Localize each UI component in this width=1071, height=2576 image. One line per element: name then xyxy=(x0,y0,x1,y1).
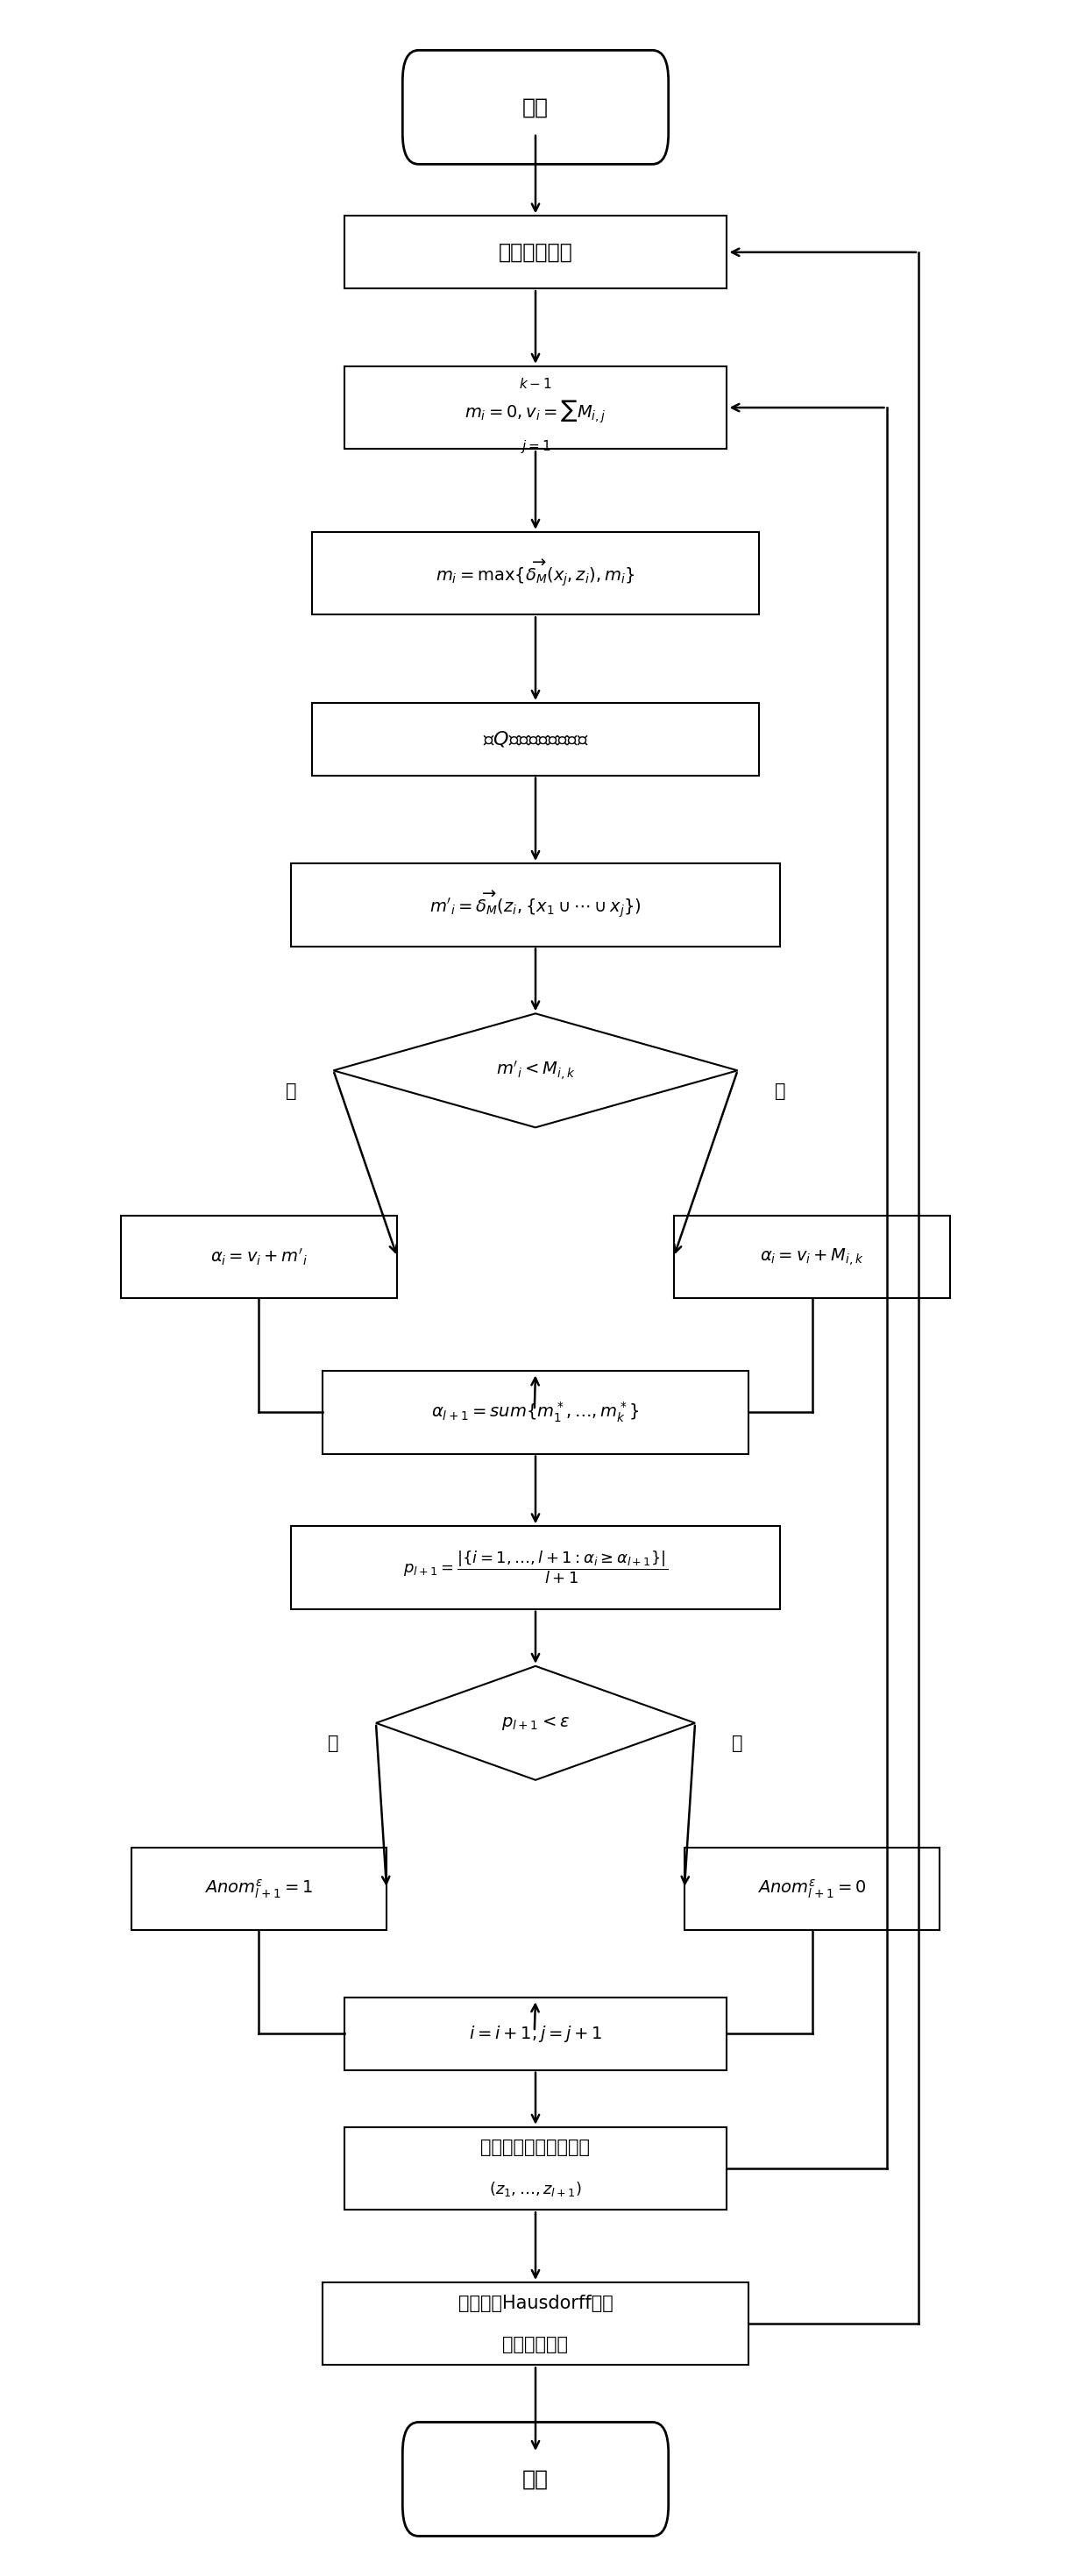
Text: $p_{l+1}=\dfrac{|\{i=1,\ldots,l+1:\alpha_i\geq\alpha_{l+1}\}|}{l+1}$: $p_{l+1}=\dfrac{|\{i=1,\ldots,l+1:\alpha… xyxy=(403,1548,668,1587)
FancyBboxPatch shape xyxy=(684,1847,939,1929)
Text: 否: 否 xyxy=(774,1082,786,1100)
Text: 矩阵进行更新: 矩阵进行更新 xyxy=(502,2336,569,2354)
Text: 将训练样本序列更新为: 将训练样本序列更新为 xyxy=(481,2138,590,2156)
Text: 对多因素Hausdorff距离: 对多因素Hausdorff距离 xyxy=(458,2295,613,2311)
FancyBboxPatch shape xyxy=(132,1847,387,1929)
FancyBboxPatch shape xyxy=(322,1370,749,1453)
Text: $i=i+1,j=j+1$: $i=i+1,j=j+1$ xyxy=(469,2025,602,2043)
FancyBboxPatch shape xyxy=(674,1216,950,1298)
Polygon shape xyxy=(376,1667,695,1780)
Text: $m'_i < M_{i,k}$: $m'_i < M_{i,k}$ xyxy=(496,1059,575,1082)
FancyBboxPatch shape xyxy=(344,216,727,289)
Text: $(z_1,\ldots,z_{l+1})$: $(z_1,\ldots,z_{l+1})$ xyxy=(489,2179,582,2197)
FancyBboxPatch shape xyxy=(344,2128,727,2210)
Text: $Anom^\varepsilon_{l+1}=0$: $Anom^\varepsilon_{l+1}=0$ xyxy=(757,1878,866,1901)
Text: $m_i=\max\{\overrightarrow{\delta_M}(x_j,z_i),m_i\}$: $m_i=\max\{\overrightarrow{\delta_M}(x_j… xyxy=(436,559,635,590)
Text: $j=1$: $j=1$ xyxy=(521,438,550,456)
FancyBboxPatch shape xyxy=(322,2282,749,2365)
FancyBboxPatch shape xyxy=(344,1996,727,2071)
Text: $m'_i=\overrightarrow{\delta_M}(z_i,\{x_1\cup\cdots\cup x_j\})$: $m'_i=\overrightarrow{\delta_M}(z_i,\{x_… xyxy=(429,889,642,920)
FancyBboxPatch shape xyxy=(291,863,780,945)
FancyBboxPatch shape xyxy=(403,2421,668,2537)
Text: $\alpha_i=v_i+m'_i$: $\alpha_i=v_i+m'_i$ xyxy=(210,1247,307,1267)
FancyBboxPatch shape xyxy=(291,1525,780,1610)
FancyBboxPatch shape xyxy=(312,531,759,616)
FancyBboxPatch shape xyxy=(344,366,727,448)
FancyBboxPatch shape xyxy=(403,52,668,165)
Text: 对$Q$内的元素进行更新: 对$Q$内的元素进行更新 xyxy=(483,729,588,750)
Text: 是: 是 xyxy=(285,1082,297,1100)
Text: $Anom^\varepsilon_{l+1}=1$: $Anom^\varepsilon_{l+1}=1$ xyxy=(205,1878,314,1901)
Text: $m_i=0,v_i=\sum M_{i,j}$: $m_i=0,v_i=\sum M_{i,j}$ xyxy=(465,399,606,425)
Text: $p_{l+1}<\varepsilon$: $p_{l+1}<\varepsilon$ xyxy=(501,1713,570,1731)
Text: $\alpha_i=v_i+M_{i,k}$: $\alpha_i=v_i+M_{i,k}$ xyxy=(760,1247,864,1267)
Text: $k-1$: $k-1$ xyxy=(519,376,552,392)
FancyBboxPatch shape xyxy=(121,1216,397,1298)
Polygon shape xyxy=(333,1012,738,1128)
Text: 开始: 开始 xyxy=(523,98,548,118)
Text: $\alpha_{l+1}=sum\{m_1^*,\ldots,m_k^*\}$: $\alpha_{l+1}=sum\{m_1^*,\ldots,m_k^*\}$ xyxy=(432,1401,639,1425)
FancyBboxPatch shape xyxy=(312,703,759,775)
Text: 是: 是 xyxy=(328,1736,338,1752)
Text: 否: 否 xyxy=(733,1736,743,1752)
Text: 输入相关变量: 输入相关变量 xyxy=(498,242,573,263)
Text: 结束: 结束 xyxy=(523,2468,548,2488)
